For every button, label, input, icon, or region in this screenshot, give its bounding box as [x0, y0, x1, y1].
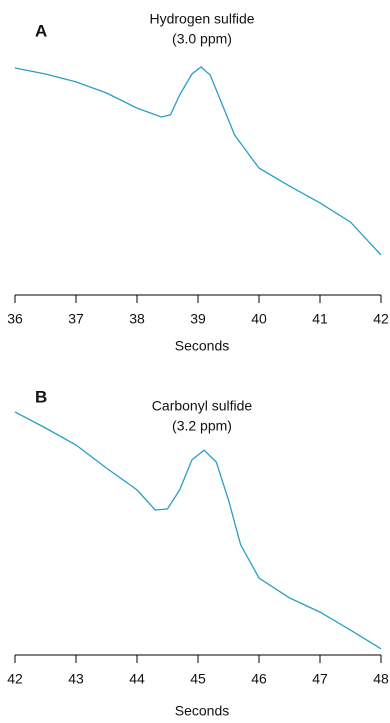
chart-title: Hydrogen sulfide — [149, 11, 254, 27]
x-tick-label: 40 — [251, 311, 267, 327]
x-tick-label: 41 — [312, 311, 328, 327]
x-tick-label: 43 — [68, 671, 84, 687]
signal-line — [14, 66, 382, 256]
x-tick-label: 42 — [7, 671, 23, 687]
x-tick-label: 47 — [312, 671, 328, 687]
signal-line — [14, 411, 382, 650]
x-tick-label: 38 — [129, 311, 145, 327]
x-tick-label: 36 — [7, 311, 23, 327]
chart-subtitle: (3.0 ppm) — [172, 31, 232, 47]
x-axis-label: Seconds — [175, 338, 229, 354]
x-tick-label: 37 — [68, 311, 84, 327]
x-tick-label: 48 — [373, 671, 389, 687]
x-tick-label: 44 — [129, 671, 145, 687]
x-tick-label: 45 — [190, 671, 206, 687]
chart-title: Carbonyl sulfide — [152, 398, 253, 414]
x-tick-label: 42 — [373, 311, 389, 327]
panel-label: A — [35, 21, 47, 40]
x-axis-label: Seconds — [175, 703, 229, 719]
x-tick-label: 46 — [251, 671, 267, 687]
panel-label: B — [35, 387, 47, 406]
x-tick-label: 39 — [190, 311, 206, 327]
chart-subtitle: (3.2 ppm) — [172, 418, 232, 434]
